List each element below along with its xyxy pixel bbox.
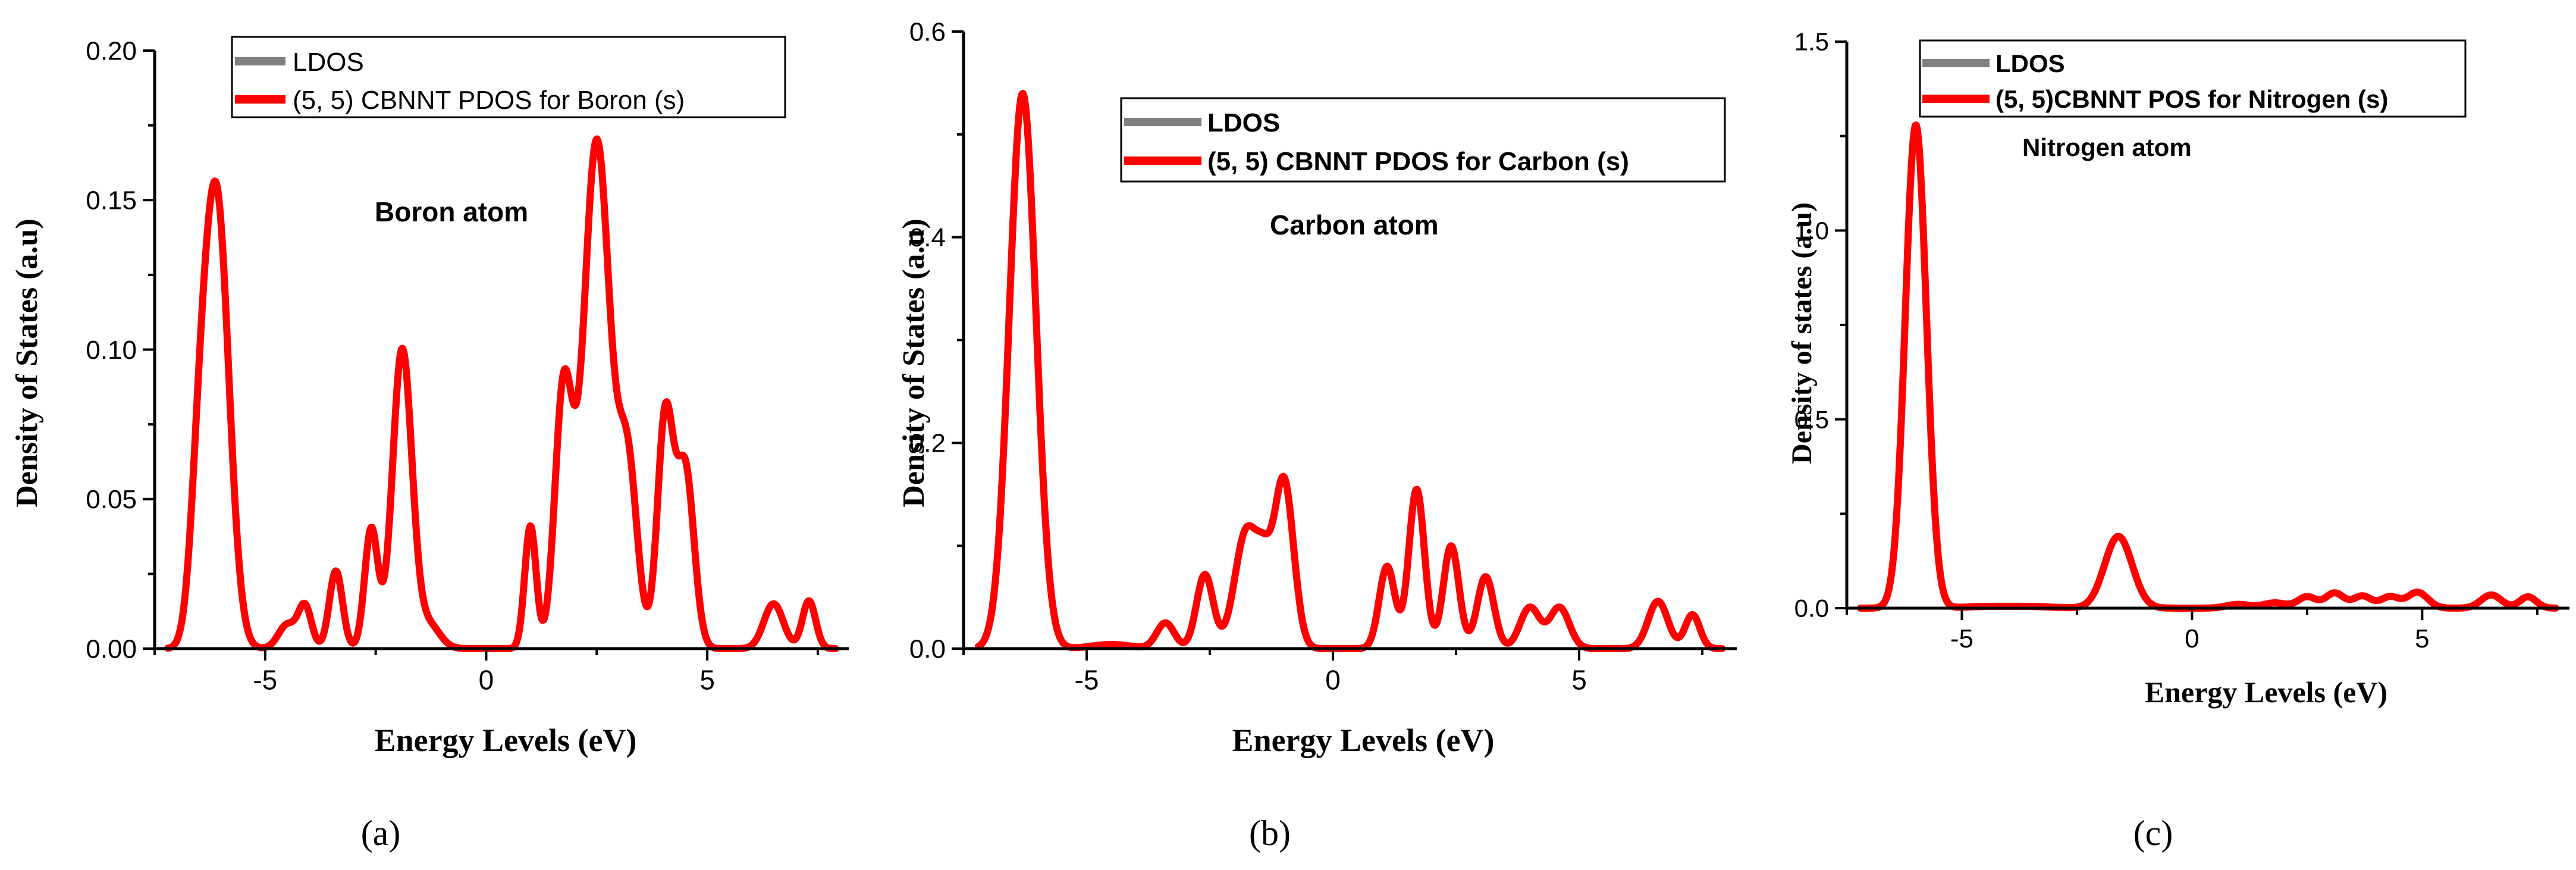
legend: LDOS (5, 5) CBNNT PDOS for Boron (s): [231, 36, 786, 118]
legend: LDOS (5, 5) CBNNT PDOS for Carbon (s): [1120, 97, 1726, 183]
y-tick-label: 0.0: [1794, 594, 1829, 622]
y-tick-label: 0.0: [909, 634, 946, 664]
plot-lines: [1857, 121, 2559, 612]
legend-label-pdos: (5, 5) CBNNT PDOS for Carbon (s): [1207, 147, 1629, 176]
panel-caption: (c): [2133, 813, 2173, 853]
x-tick-label: 0: [479, 664, 494, 695]
panel-caption: (a): [361, 813, 401, 853]
y-axis-label: Density of States (a.u): [10, 218, 44, 507]
y-tick-label: 1.5: [1794, 28, 1829, 56]
series-line-pdos: [1857, 121, 2559, 612]
plot-axes: [1845, 42, 2569, 610]
atom-annotation: Nitrogen atom: [2022, 133, 2192, 161]
y-tick-labels: 0.0 0.2 0.4 0.6: [909, 17, 946, 664]
axis-ticks: [952, 30, 1704, 661]
plot-axes: [153, 51, 849, 650]
x-tick-label: 5: [699, 664, 715, 695]
y-axis-label: Density of States (a.u): [897, 218, 931, 507]
legend-box: [1919, 39, 2467, 118]
x-tick-label: -5: [1075, 664, 1099, 695]
legend-label-ldos: LDOS: [1207, 108, 1280, 137]
x-tick-labels: -5 0 5: [1950, 624, 2430, 653]
x-tick-labels: -5 0 5: [1075, 664, 1587, 695]
x-axis-label: Energy Levels (eV): [2145, 675, 2387, 709]
legend-label-pdos: (5, 5)CBNNT POS for Nitrogen (s): [1995, 85, 2388, 113]
y-tick-label: 0.4: [909, 223, 946, 252]
y-tick-label: 0.10: [86, 336, 137, 365]
axis-ticks: [143, 49, 819, 661]
panel-b: Density of States (a.u) 0.0 0.2 0.4 0.6 -5 0…: [897, 17, 1737, 853]
plot-axes: [962, 32, 1737, 650]
x-tick-labels: -5 0 5: [253, 664, 715, 695]
y-axis-label: Density of states (a.u): [1786, 202, 1818, 464]
legend-box: [1120, 97, 1726, 183]
y-tick-labels: 0.0 0.5 1.0 1.5: [1794, 28, 1829, 622]
x-axis-label: Energy Levels (eV): [375, 722, 637, 758]
x-tick-label: 0: [2185, 624, 2199, 653]
legend-label-ldos: LDOS: [1995, 49, 2065, 77]
panel-caption: (b): [1249, 813, 1291, 853]
legend-box: [231, 36, 786, 118]
legend-label-ldos: LDOS: [293, 48, 364, 77]
panel-a: Density of States (a.u) 0.00 0.05 0.10 0.15…: [10, 36, 849, 853]
legend: LDOS (5, 5)CBNNT POS for Nitrogen (s): [1919, 39, 2467, 118]
y-tick-label: 0.6: [909, 17, 946, 46]
y-tick-label: 0.5: [1794, 405, 1829, 433]
axis-ticks: [1835, 40, 2539, 620]
y-tick-labels: 0.00 0.05 0.10 0.15 0.20: [86, 36, 137, 664]
y-tick-label: 0.20: [86, 36, 137, 65]
panel-c: Density of states (a.u) 0.0 0.5 1.0 1.5 -5 0…: [1786, 28, 2569, 853]
y-tick-label: 0.05: [86, 485, 137, 514]
x-tick-label: 0: [1325, 664, 1341, 695]
x-tick-label: -5: [253, 664, 277, 695]
x-tick-label: 5: [2415, 624, 2429, 653]
y-tick-label: 0.15: [86, 186, 137, 215]
y-tick-label: 1.0: [1794, 217, 1829, 245]
legend-label-pdos: (5, 5) CBNNT PDOS for Boron (s): [293, 86, 685, 115]
x-axis-label: Energy Levels (eV): [1232, 722, 1495, 758]
x-tick-label: 5: [1571, 664, 1587, 695]
x-tick-label: -5: [1950, 624, 1973, 653]
atom-annotation: Carbon atom: [1270, 209, 1439, 240]
atom-annotation: Boron atom: [375, 196, 528, 227]
y-tick-label: 0.2: [909, 429, 946, 458]
y-tick-label: 0.00: [86, 634, 137, 664]
